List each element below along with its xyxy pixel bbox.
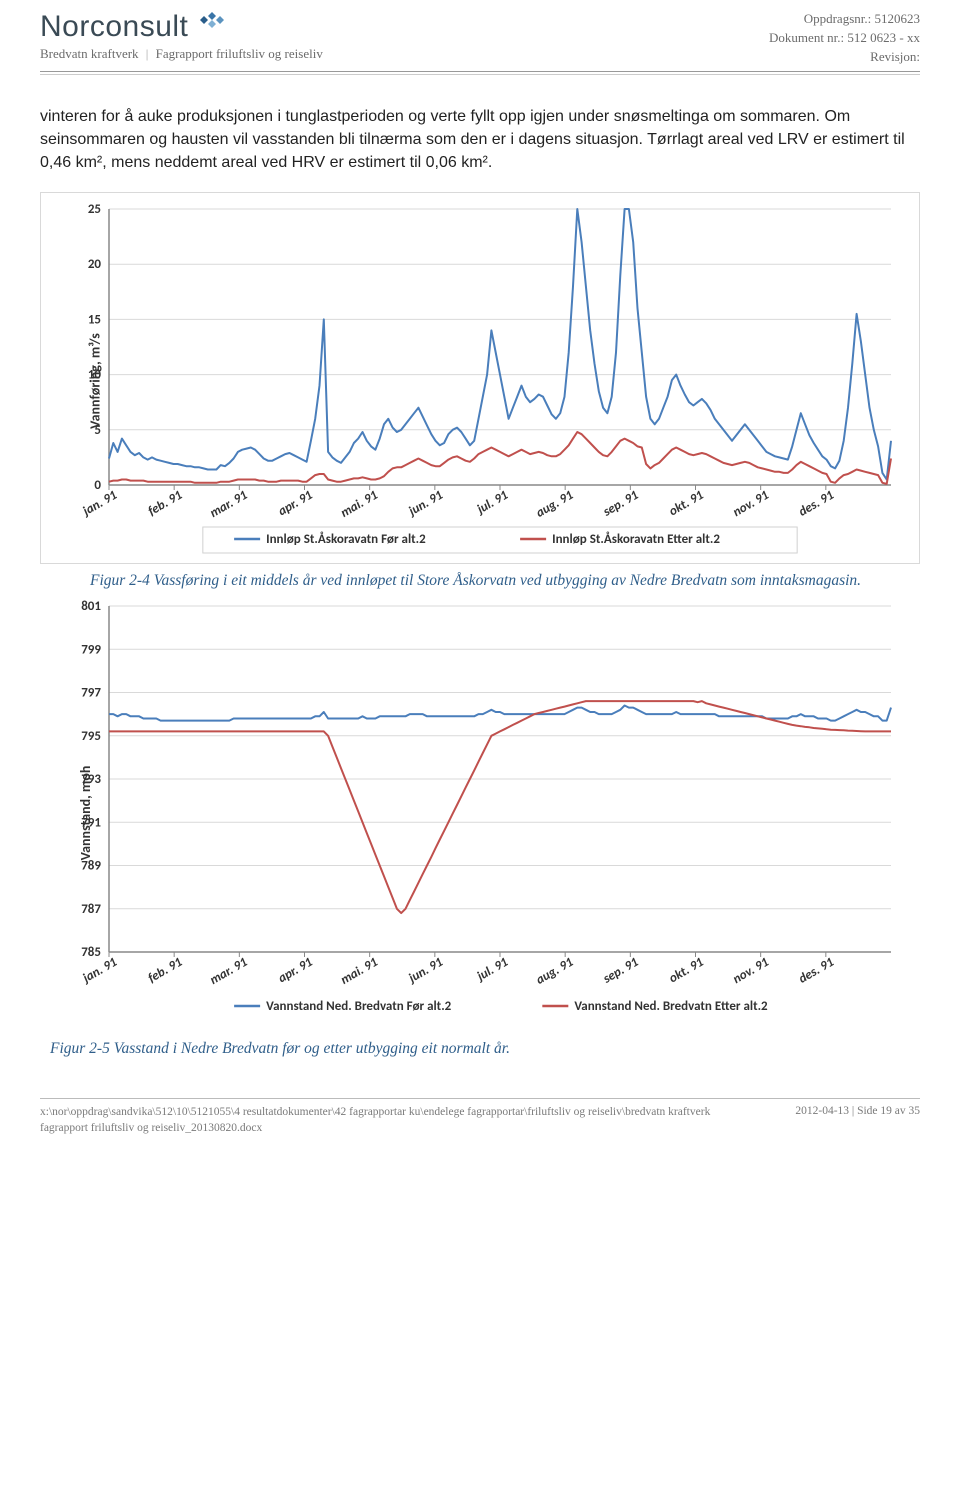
svg-text:feb. 91: feb. 91 [146, 488, 186, 520]
svg-text:25: 25 [88, 202, 101, 217]
svg-text:793: 793 [81, 772, 101, 787]
svg-text:mar. 91: mar. 91 [208, 488, 251, 521]
body-paragraph: vinteren for å auke produksjonen i tungl… [40, 105, 920, 175]
svg-text:aug. 91: aug. 91 [534, 955, 577, 988]
page-header: Norconsult Bredvatn kraftverk | Fagrappo… [40, 10, 920, 72]
sub-right: Fagrapport friluftsliv og reiseliv [156, 46, 323, 61]
svg-text:789: 789 [81, 859, 101, 874]
header-meta: Oppdragsnr.: 5120623 Dokument nr.: 512 0… [769, 10, 920, 67]
svg-text:795: 795 [81, 729, 101, 744]
svg-text:785: 785 [81, 945, 101, 960]
logo-block: Norconsult Bredvatn kraftverk | Fagrappo… [40, 10, 323, 62]
svg-text:jul. 91: jul. 91 [473, 488, 511, 519]
svg-text:jun. 91: jun. 91 [405, 488, 446, 521]
footer-path: x:\nor\oppdrag\sandvika\512\10\5121055\4… [40, 1105, 720, 1136]
svg-text:des. 91: des. 91 [796, 488, 837, 520]
caption-1: Figur 2-4 Vassføring i eit middels år ve… [90, 572, 916, 590]
svg-text:787: 787 [81, 902, 101, 917]
svg-text:Vannstand Ned. Bredvatn Etter: Vannstand Ned. Bredvatn Etter alt.2 [574, 999, 768, 1014]
svg-text:jun. 91: jun. 91 [405, 955, 446, 988]
chart-1-container: Vannføring, m³/s 0510152025jan. 91feb. 9… [40, 192, 920, 564]
svg-text:nov. 91: nov. 91 [730, 955, 771, 988]
svg-text:feb. 91: feb. 91 [146, 955, 186, 987]
svg-text:aug. 91: aug. 91 [534, 488, 577, 521]
svg-text:Innløp St.Åskoravatn Før alt.2: Innløp St.Åskoravatn Før alt.2 [266, 531, 426, 547]
svg-text:okt. 91: okt. 91 [667, 488, 707, 520]
svg-text:797: 797 [81, 686, 101, 701]
svg-text:mai. 91: mai. 91 [338, 955, 381, 988]
svg-text:801: 801 [81, 599, 101, 614]
svg-text:sep. 91: sep. 91 [600, 488, 642, 521]
sub-left: Bredvatn kraftverk [40, 46, 139, 61]
svg-text:10: 10 [88, 368, 102, 383]
svg-text:apr. 91: apr. 91 [276, 488, 316, 520]
svg-text:799: 799 [81, 642, 101, 657]
svg-text:jul. 91: jul. 91 [473, 955, 511, 986]
svg-text:Vannstand Ned. Bredvatn Før al: Vannstand Ned. Bredvatn Før alt.2 [266, 999, 452, 1014]
chart2-svg: 785787789791793795797799801jan. 91feb. 9… [40, 598, 920, 1028]
svg-text:apr. 91: apr. 91 [276, 955, 316, 987]
svg-text:20: 20 [88, 257, 102, 272]
svg-text:15: 15 [88, 312, 101, 327]
svg-text:sep. 91: sep. 91 [600, 955, 642, 988]
svg-text:791: 791 [81, 815, 101, 830]
page-footer: x:\nor\oppdrag\sandvika\512\10\5121055\4… [40, 1098, 920, 1136]
svg-text:okt. 91: okt. 91 [667, 955, 707, 987]
svg-text:des. 91: des. 91 [796, 955, 837, 987]
caption-2: Figur 2-5 Vasstand i Nedre Bredvatn før … [50, 1040, 916, 1058]
svg-text:5: 5 [94, 423, 101, 438]
svg-text:Innløp St.Åskoravatn Etter alt: Innløp St.Åskoravatn Etter alt.2 [552, 531, 720, 547]
company-logo-text: Norconsult [40, 10, 188, 43]
svg-text:nov. 91: nov. 91 [730, 488, 771, 521]
footer-meta: 2012-04-13 | Side 19 av 35 [795, 1105, 920, 1136]
svg-text:mar. 91: mar. 91 [208, 955, 251, 988]
chart-2-container: Vannstand, moh 7857877897917937957977998… [40, 598, 920, 1028]
svg-text:mai. 91: mai. 91 [338, 488, 381, 521]
logo-mark-icon [198, 12, 232, 41]
chart1-svg: 0510152025jan. 91feb. 91mar. 91apr. 91ma… [49, 201, 911, 561]
svg-text:0: 0 [94, 478, 101, 493]
